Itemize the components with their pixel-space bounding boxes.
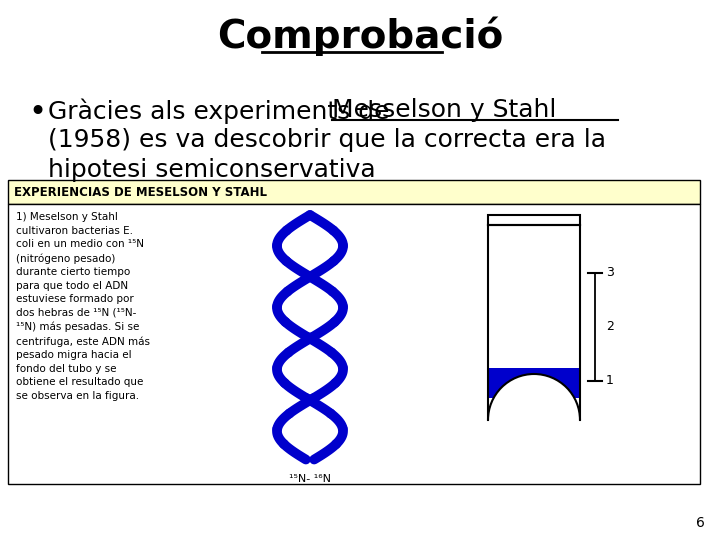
Text: 6: 6 <box>696 516 705 530</box>
Text: EXPERIENCIAS DE MESELSON Y STAHL: EXPERIENCIAS DE MESELSON Y STAHL <box>14 186 267 199</box>
Text: hipotesi semiconservativa: hipotesi semiconservativa <box>48 158 376 182</box>
Text: Gràcies als experiments de: Gràcies als experiments de <box>48 98 397 124</box>
Text: 1) Meselson y Stahl
cultivaron bacterias E.
coli en un medio con ¹⁵N
(nitrógeno : 1) Meselson y Stahl cultivaron bacterias… <box>16 212 150 401</box>
Ellipse shape <box>488 374 580 466</box>
Bar <box>8 204 700 484</box>
Bar <box>488 368 580 398</box>
Text: Comprobació: Comprobació <box>217 16 503 56</box>
Text: Messelson y Stahl: Messelson y Stahl <box>332 98 557 122</box>
Bar <box>488 215 580 225</box>
Text: 3: 3 <box>606 267 614 280</box>
Text: 1: 1 <box>606 375 614 388</box>
Text: 2: 2 <box>606 321 614 334</box>
Text: ¹⁵N- ¹⁶N: ¹⁵N- ¹⁶N <box>289 474 331 484</box>
Bar <box>8 180 700 204</box>
Bar <box>488 225 580 420</box>
Text: (1958) es va descobrir que la correcta era la: (1958) es va descobrir que la correcta e… <box>48 128 606 152</box>
Text: •: • <box>28 98 46 127</box>
